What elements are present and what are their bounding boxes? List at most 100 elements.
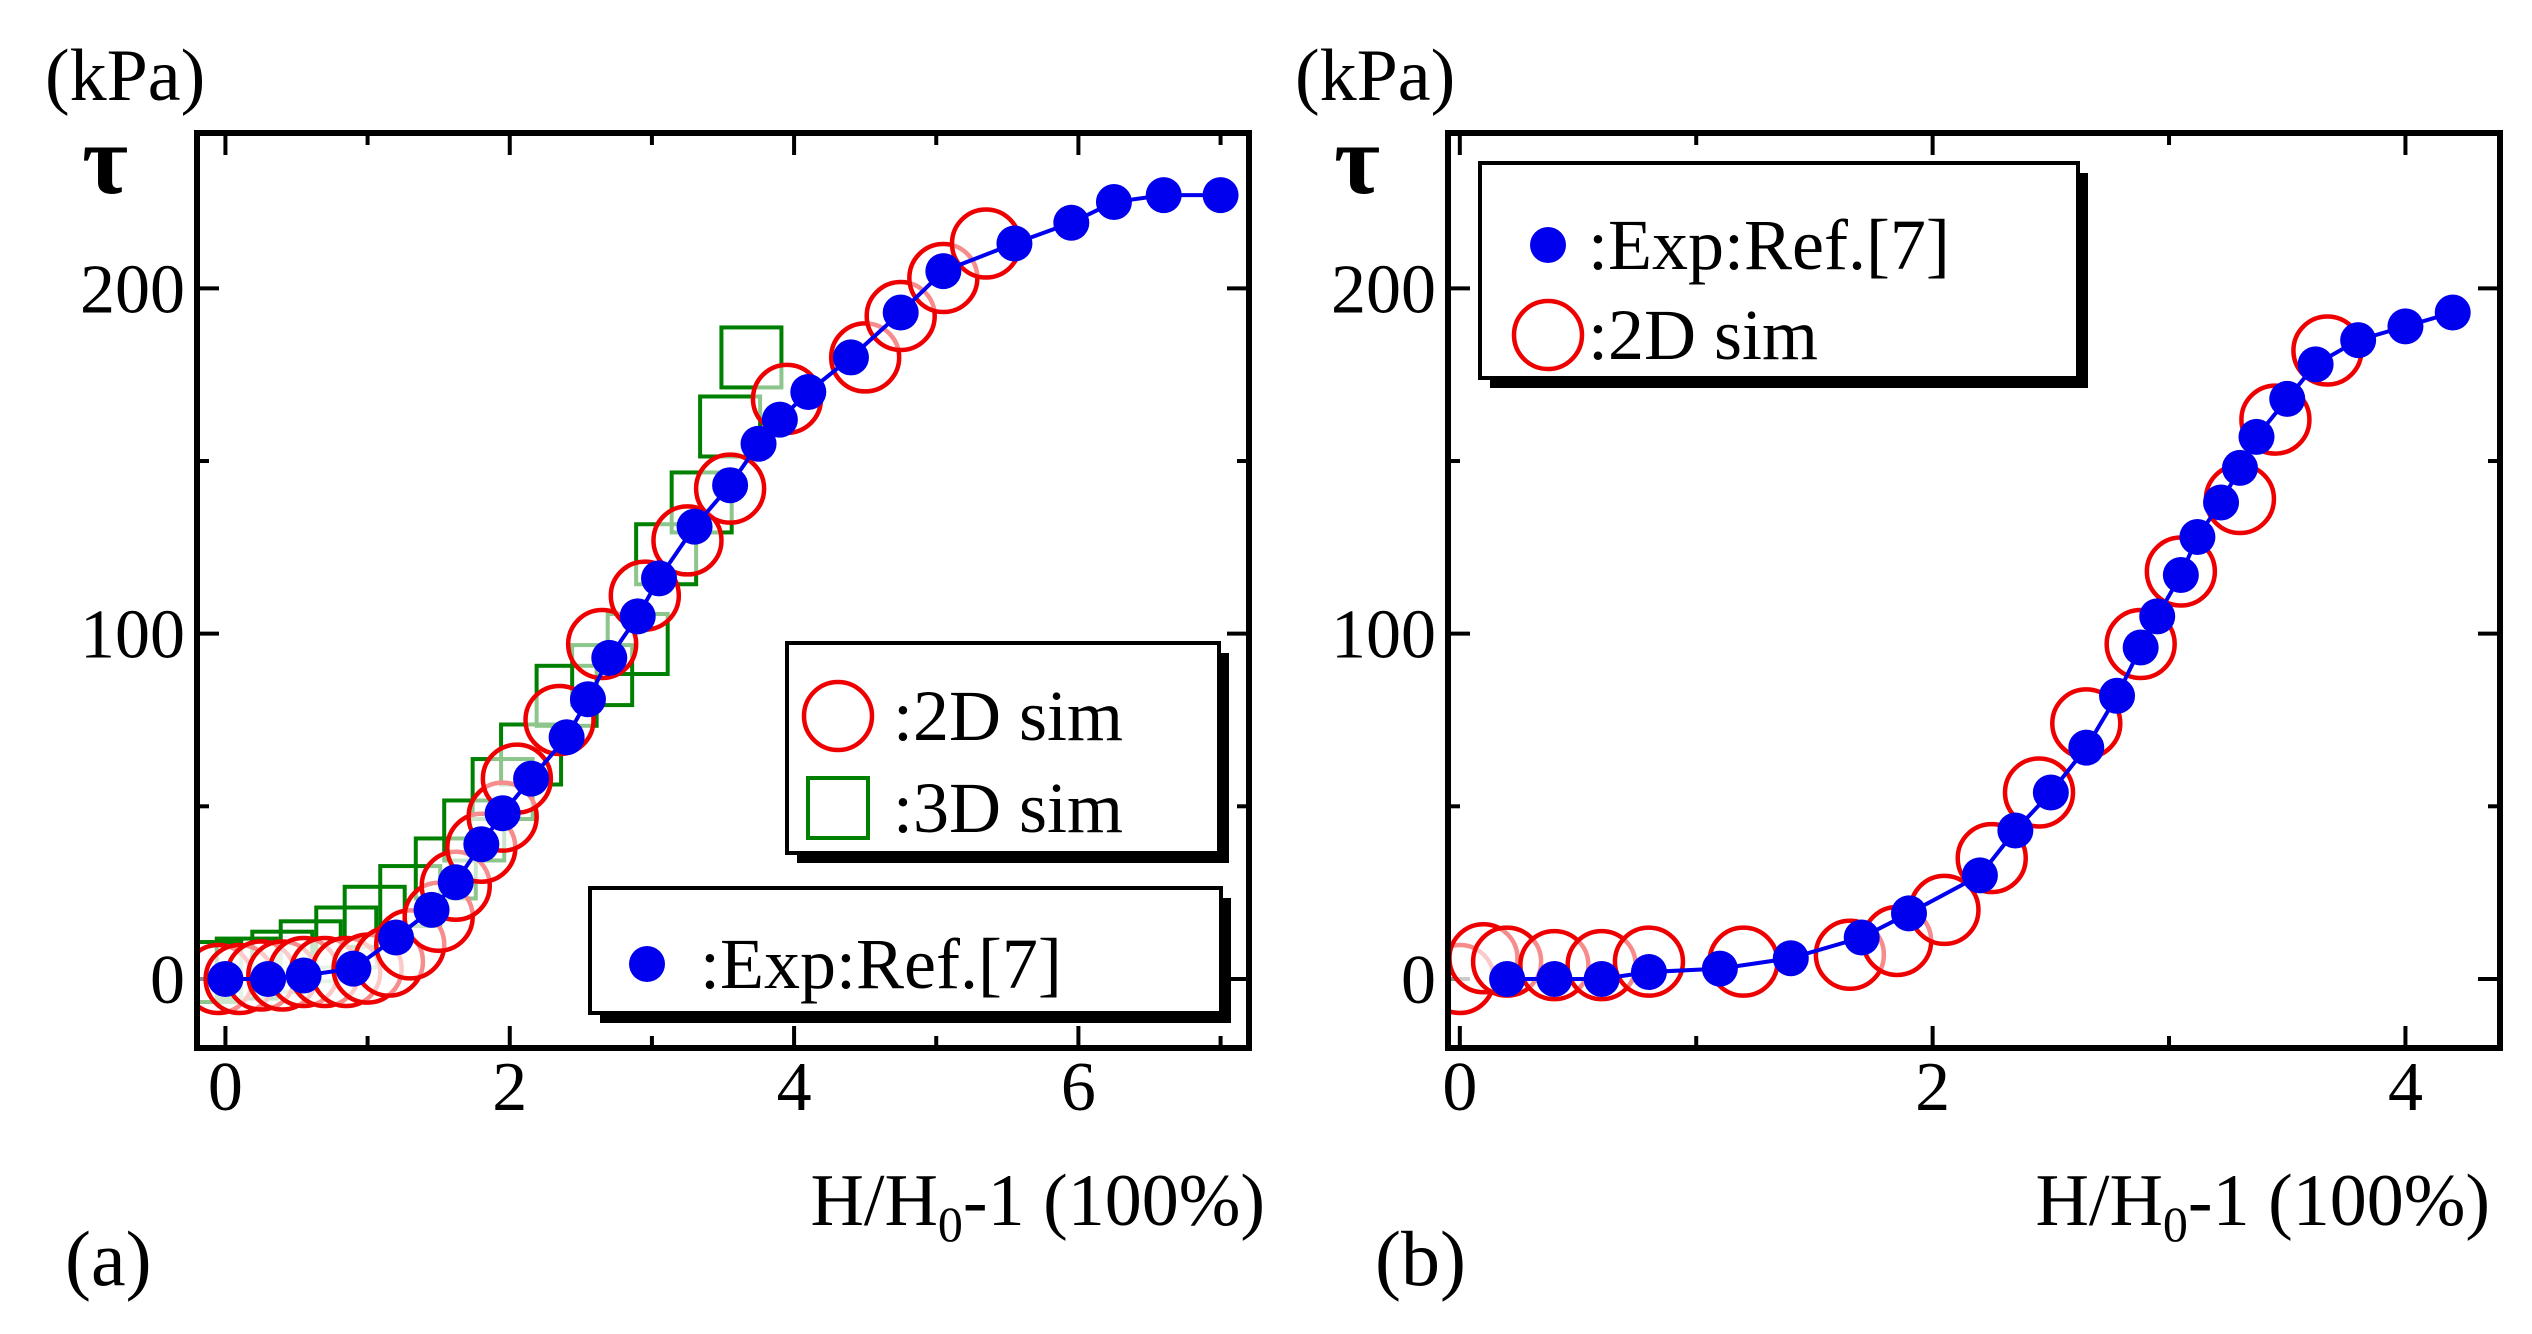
- x-tick-label: 6: [1061, 1049, 1096, 1126]
- legend-marker: [806, 776, 870, 840]
- panel-label: (a): [65, 1215, 152, 1302]
- data-point: [882, 294, 919, 331]
- x-tick-label: 4: [2388, 1049, 2423, 1126]
- data-point: [619, 598, 656, 635]
- data-point: [1095, 184, 1132, 221]
- data-point: [1701, 950, 1738, 987]
- plot-frame: [194, 130, 1252, 1051]
- chart-panel-a: 0 2 4 6 0 100 200 (kPa)τ H/H0-1 (100%) (a) :2D sim…: [45, 35, 1265, 1302]
- data-point: [1202, 177, 1239, 214]
- data-point: [761, 401, 798, 438]
- data-point: [569, 681, 606, 718]
- legend-marker: [1530, 227, 1566, 263]
- legend-sim: :2D sim :3D sim: [785, 641, 1229, 863]
- y-axis-label: τ: [1334, 104, 1380, 215]
- data-point: [285, 957, 322, 994]
- legend-marker: [629, 946, 665, 982]
- data-point: [2340, 322, 2377, 359]
- data-point: [676, 508, 713, 545]
- data-point: [413, 891, 450, 928]
- data-point: [463, 826, 500, 863]
- x-label-subscript: 0: [938, 1196, 963, 1252]
- data-point: [207, 960, 244, 997]
- plot-frame: [1445, 130, 2503, 1051]
- data-point: [513, 760, 550, 797]
- data-point: [2068, 729, 2105, 766]
- data-point: [548, 719, 585, 756]
- y-tick-label: 200: [1331, 251, 1436, 328]
- x-tick-label: 0: [1442, 1049, 1477, 1126]
- plot-area: [1448, 294, 2471, 1016]
- x-tick-label: 2: [492, 1049, 527, 1126]
- legend-label: :2D sim: [893, 676, 1123, 756]
- data-point: [2179, 518, 2216, 555]
- series-exp-ref-7-: [1489, 294, 2471, 997]
- data-point: [1890, 895, 1927, 932]
- y-tick-label: 0: [1401, 942, 1436, 1019]
- legend-label: :3D sim: [893, 768, 1123, 848]
- data-point: [2297, 346, 2334, 383]
- data-point: [2139, 598, 2176, 635]
- data-point: [378, 919, 415, 956]
- y-tick-label: 100: [80, 597, 185, 674]
- chart-panel-b: 0 2 4 0 100 200 (kPa)τ H/H0-1 (100%) (b) :Exp:Ref…: [1295, 35, 2503, 1302]
- data-point: [1997, 812, 2034, 849]
- data-point: [2434, 294, 2471, 331]
- data-point: [1053, 204, 1090, 241]
- x-label-main: H/H: [810, 1160, 937, 1242]
- legend-label: :Exp:Ref.[7]: [700, 924, 1062, 1004]
- y-unit-label: (kPa): [1295, 35, 1455, 117]
- data-point: [484, 795, 521, 832]
- x-label-main: H/H: [2035, 1160, 2162, 1242]
- y-tick-label: 200: [80, 251, 185, 328]
- data-point: [925, 253, 962, 290]
- data-point: [719, 325, 784, 390]
- panel-label: (b): [1375, 1215, 1466, 1302]
- data-point: [1843, 919, 1880, 956]
- data-point: [1489, 960, 1526, 997]
- data-point: [1536, 960, 1573, 997]
- x-label-suffix: -1 (100%): [2188, 1160, 2490, 1242]
- plot-area: [197, 177, 1239, 1016]
- data-point: [437, 864, 474, 901]
- data-point: [2387, 308, 2424, 345]
- data-point: [1630, 954, 1667, 991]
- data-point: [2238, 418, 2275, 455]
- legend-marker: [1511, 298, 1585, 372]
- data-point: [790, 373, 827, 410]
- data-point: [2099, 677, 2136, 714]
- x-label-suffix: -1 (100%): [963, 1160, 1265, 1242]
- data-point: [996, 225, 1033, 262]
- series-line: [225, 193, 1221, 981]
- legend-exp: :Exp:Ref.[7]: [588, 886, 1231, 1023]
- legend-label: :Exp:Ref.[7]: [1588, 205, 1950, 285]
- series-exp-ref-7-: [207, 177, 1239, 997]
- data-point: [832, 339, 869, 376]
- legend-box: [1478, 161, 2080, 380]
- legend-box: [785, 641, 1221, 855]
- data-point: [2032, 774, 2069, 811]
- data-point: [2122, 629, 2159, 666]
- x-axis-label: H/H0-1 (100%): [2035, 1160, 2490, 1252]
- data-point: [591, 639, 628, 676]
- data-point: [1583, 960, 1620, 997]
- x-tick-label: 2: [1915, 1049, 1950, 1126]
- data-point: [250, 960, 287, 997]
- data-point: [1961, 857, 1998, 894]
- x-axis-label: H/H0-1 (100%): [810, 1160, 1265, 1252]
- data-point: [335, 950, 372, 987]
- y-axis-label: τ: [82, 104, 128, 215]
- data-point: [2162, 556, 2199, 593]
- y-tick-label: 0: [150, 942, 185, 1019]
- legend-b: :Exp:Ref.[7] :2D sim: [1478, 161, 2088, 388]
- x-tick-label: 4: [777, 1049, 812, 1126]
- y-tick-label: 100: [1331, 597, 1436, 674]
- data-point: [740, 425, 777, 462]
- data-point: [2269, 380, 2306, 417]
- legend-label: :2D sim: [1588, 295, 1818, 375]
- data-point: [2203, 484, 2240, 521]
- y-unit-label: (kPa): [45, 35, 205, 117]
- data-point: [1772, 940, 1809, 977]
- data-point: [712, 467, 749, 504]
